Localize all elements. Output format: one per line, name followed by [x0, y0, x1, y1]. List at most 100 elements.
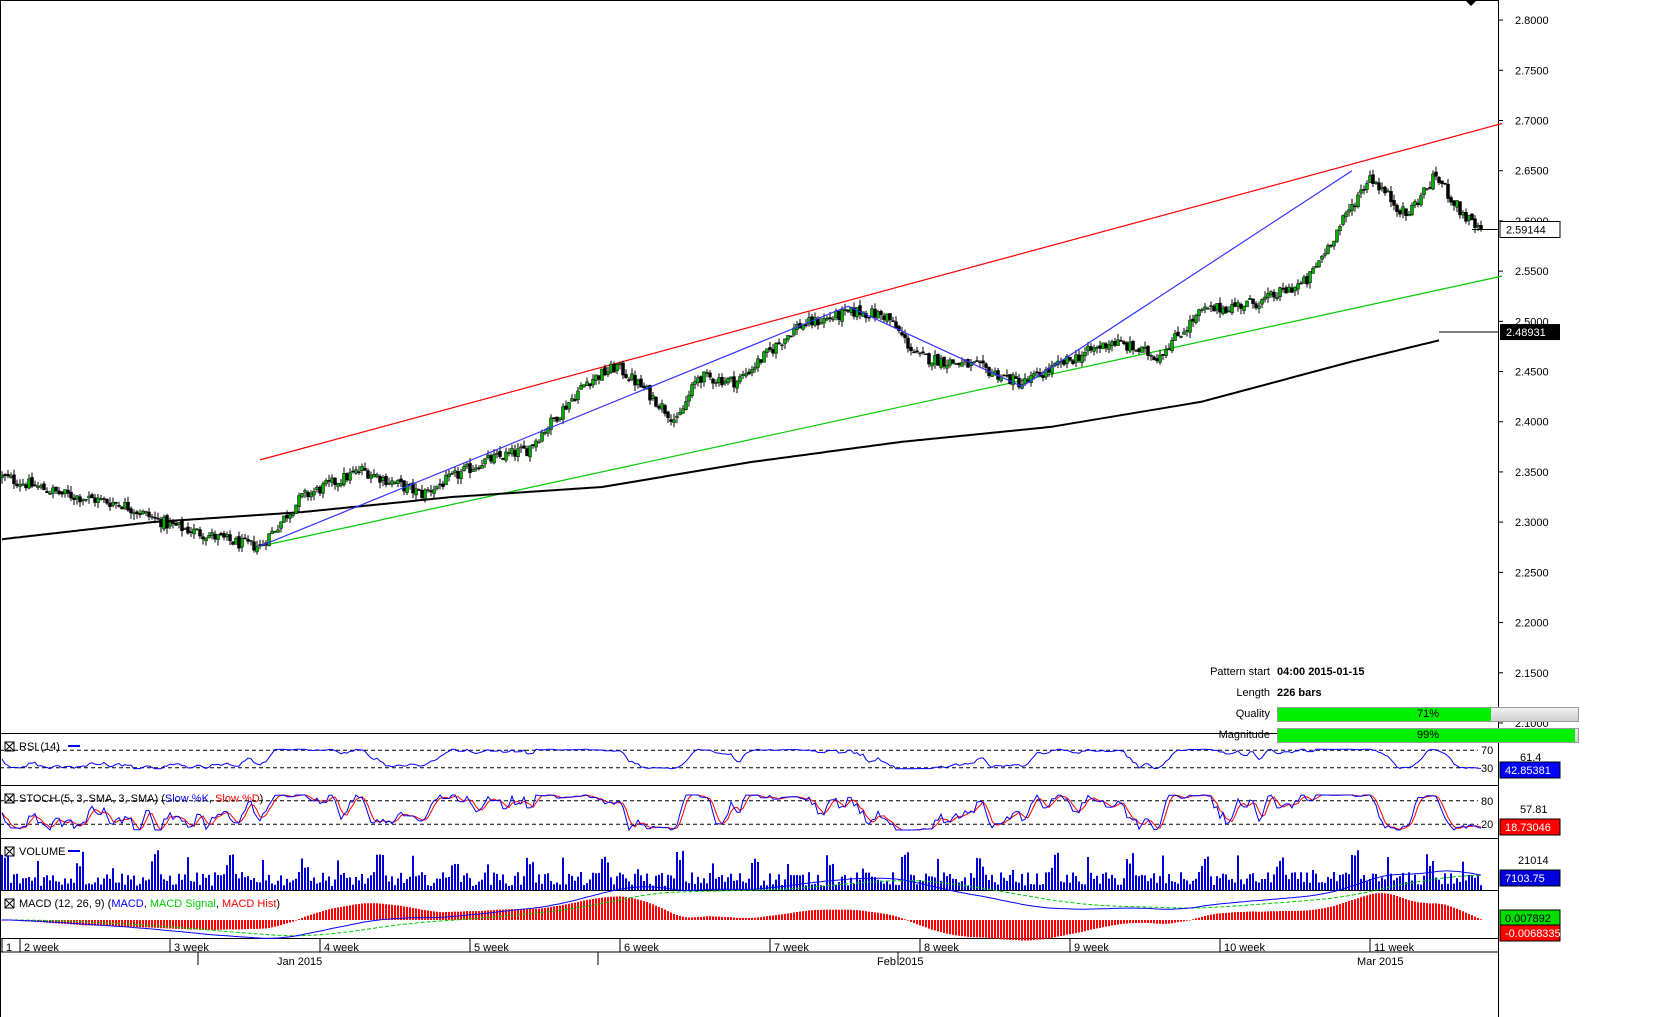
candle-body	[1023, 378, 1027, 384]
volume-bar	[622, 874, 624, 890]
volume-bar	[1240, 879, 1242, 890]
candle-body	[552, 417, 556, 419]
macd-hist-bar	[709, 916, 711, 920]
volume-bar	[1321, 882, 1323, 890]
candle-body	[1449, 197, 1453, 203]
volume-bar	[1057, 852, 1059, 890]
candle-body	[474, 467, 478, 470]
macd-hist-bar	[874, 912, 876, 920]
volume-bar	[643, 881, 645, 890]
volume-bar	[454, 863, 456, 890]
candle-body	[303, 490, 307, 493]
candle-body	[1302, 276, 1306, 284]
volume-bar	[1024, 885, 1026, 890]
volume-bar	[751, 862, 753, 890]
volume-bar	[763, 880, 765, 890]
volume-bar	[589, 879, 591, 890]
macd-hist-bar	[1033, 920, 1035, 941]
price-tick-label: 2.2500	[1515, 567, 1549, 579]
volume-bar	[208, 874, 210, 890]
volume-bar	[109, 878, 111, 890]
macd-hist-bar	[391, 904, 393, 920]
macd-hist-bar	[982, 920, 984, 938]
volume-bar	[52, 875, 54, 890]
candle-body	[1353, 205, 1357, 208]
candle-body	[885, 313, 889, 322]
volume-bar	[283, 885, 285, 890]
volume-bar	[1132, 853, 1134, 890]
volume-bar	[466, 873, 468, 890]
candle-body	[1323, 253, 1327, 256]
candle-body	[57, 490, 61, 495]
candle-body	[0, 474, 4, 478]
volume-bar	[550, 881, 552, 890]
macd-hist-bar	[1372, 893, 1374, 920]
volume-bar	[112, 868, 114, 890]
volume-bar	[1027, 872, 1029, 890]
macd-hist-bar	[1378, 893, 1380, 920]
month-label: Mar 2015	[1357, 956, 1403, 968]
stoch-d-label: Slow %D	[215, 793, 260, 805]
candle-body	[1464, 212, 1468, 222]
volume-bar	[658, 874, 660, 890]
macd-hist-bar	[985, 920, 987, 938]
candle-body	[936, 354, 940, 366]
macd-hist-bar	[223, 920, 225, 930]
candle-body	[909, 346, 913, 352]
volume-bar	[106, 874, 108, 890]
macd-hist-bar	[667, 911, 669, 920]
candle-body	[1041, 375, 1045, 378]
candle-body	[1383, 186, 1387, 194]
candle-body	[876, 311, 880, 319]
candle-body	[135, 511, 139, 514]
candle-body	[372, 474, 376, 478]
volume-bar	[235, 874, 237, 890]
volume-bar	[280, 875, 282, 890]
volume-bar	[1234, 882, 1236, 890]
candle-body	[54, 486, 58, 492]
macd-hist-bar	[607, 897, 609, 920]
macd-hist-bar	[859, 910, 861, 920]
volume-bar	[634, 873, 636, 890]
candle-body	[879, 311, 883, 316]
macd-hist-bar	[1393, 895, 1395, 920]
macd-hist-bar	[1006, 920, 1008, 940]
candle-body	[75, 495, 79, 500]
candle-body	[429, 490, 433, 493]
volume-bar	[412, 855, 414, 890]
macd-hist-bar	[601, 897, 603, 920]
macd-hist-bar	[67, 920, 69, 924]
macd-hist-bar	[184, 920, 186, 930]
volume-bar	[1315, 873, 1317, 890]
macd-hist-bar	[289, 920, 291, 923]
month-label: Jan 2015	[277, 956, 322, 968]
candle-body	[954, 363, 958, 365]
volume-bar	[991, 874, 993, 890]
macd-hist-bar	[142, 920, 144, 928]
candle-body	[276, 529, 280, 533]
macd-hist-bar	[268, 920, 270, 928]
volume-bar	[910, 874, 912, 890]
macd-hist-bar	[466, 911, 468, 920]
volume-bar	[1141, 874, 1143, 890]
macd-hist-bar	[295, 920, 297, 921]
stoch-d-line	[1, 794, 1482, 831]
price-tick-label: 2.7000	[1515, 115, 1549, 127]
volume-bar	[22, 878, 24, 890]
volume-bar	[628, 881, 630, 890]
volume-bar	[868, 872, 870, 890]
volume-bar	[637, 869, 639, 890]
macd-hist-bar	[1342, 903, 1344, 920]
macd-hist-bar	[763, 916, 765, 920]
macd-hist-bar	[1117, 920, 1119, 925]
macd-hist-bar	[319, 912, 321, 920]
candle-body	[609, 363, 613, 373]
volume-bar	[361, 873, 363, 890]
candle-body	[840, 309, 844, 322]
candle-body	[435, 485, 439, 490]
candle-body	[1167, 348, 1171, 351]
candle-body	[363, 467, 367, 471]
macd-hist-bar	[829, 909, 831, 920]
candle-body	[1374, 181, 1378, 184]
